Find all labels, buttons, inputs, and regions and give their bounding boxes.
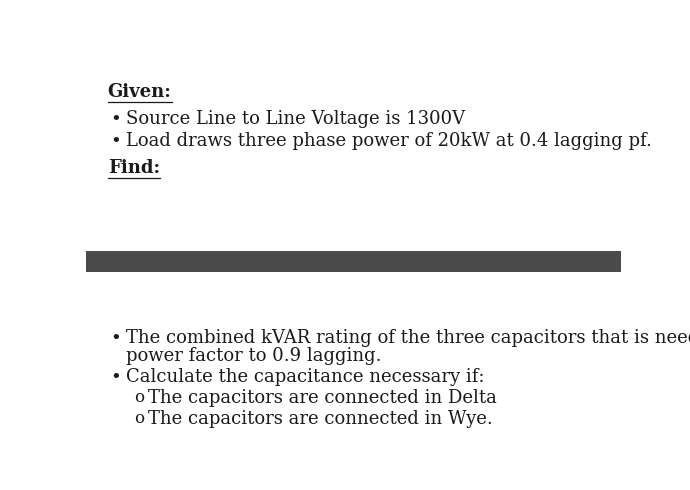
Text: power factor to 0.9 lagging.: power factor to 0.9 lagging. — [126, 347, 382, 366]
Text: Source Line to Line Voltage is 1300V: Source Line to Line Voltage is 1300V — [126, 110, 466, 128]
Text: The capacitors are connected in Delta: The capacitors are connected in Delta — [148, 389, 497, 407]
Text: •: • — [110, 132, 121, 150]
Text: Calculate the capacitance necessary if:: Calculate the capacitance necessary if: — [126, 368, 485, 386]
Text: •: • — [110, 368, 121, 386]
Text: The capacitors are connected in Wye.: The capacitors are connected in Wye. — [148, 410, 493, 428]
Text: Given:: Given: — [108, 83, 172, 101]
Text: o: o — [135, 389, 144, 406]
Text: o: o — [135, 410, 144, 427]
Text: •: • — [110, 329, 121, 346]
Text: The combined kVAR rating of the three capacitors that is needed to correct the t: The combined kVAR rating of the three ca… — [126, 329, 690, 346]
Bar — [86, 251, 621, 272]
Text: •: • — [110, 110, 121, 128]
Text: Load draws three phase power of 20kW at 0.4 lagging pf.: Load draws three phase power of 20kW at … — [126, 132, 652, 150]
Text: Find:: Find: — [108, 159, 160, 177]
